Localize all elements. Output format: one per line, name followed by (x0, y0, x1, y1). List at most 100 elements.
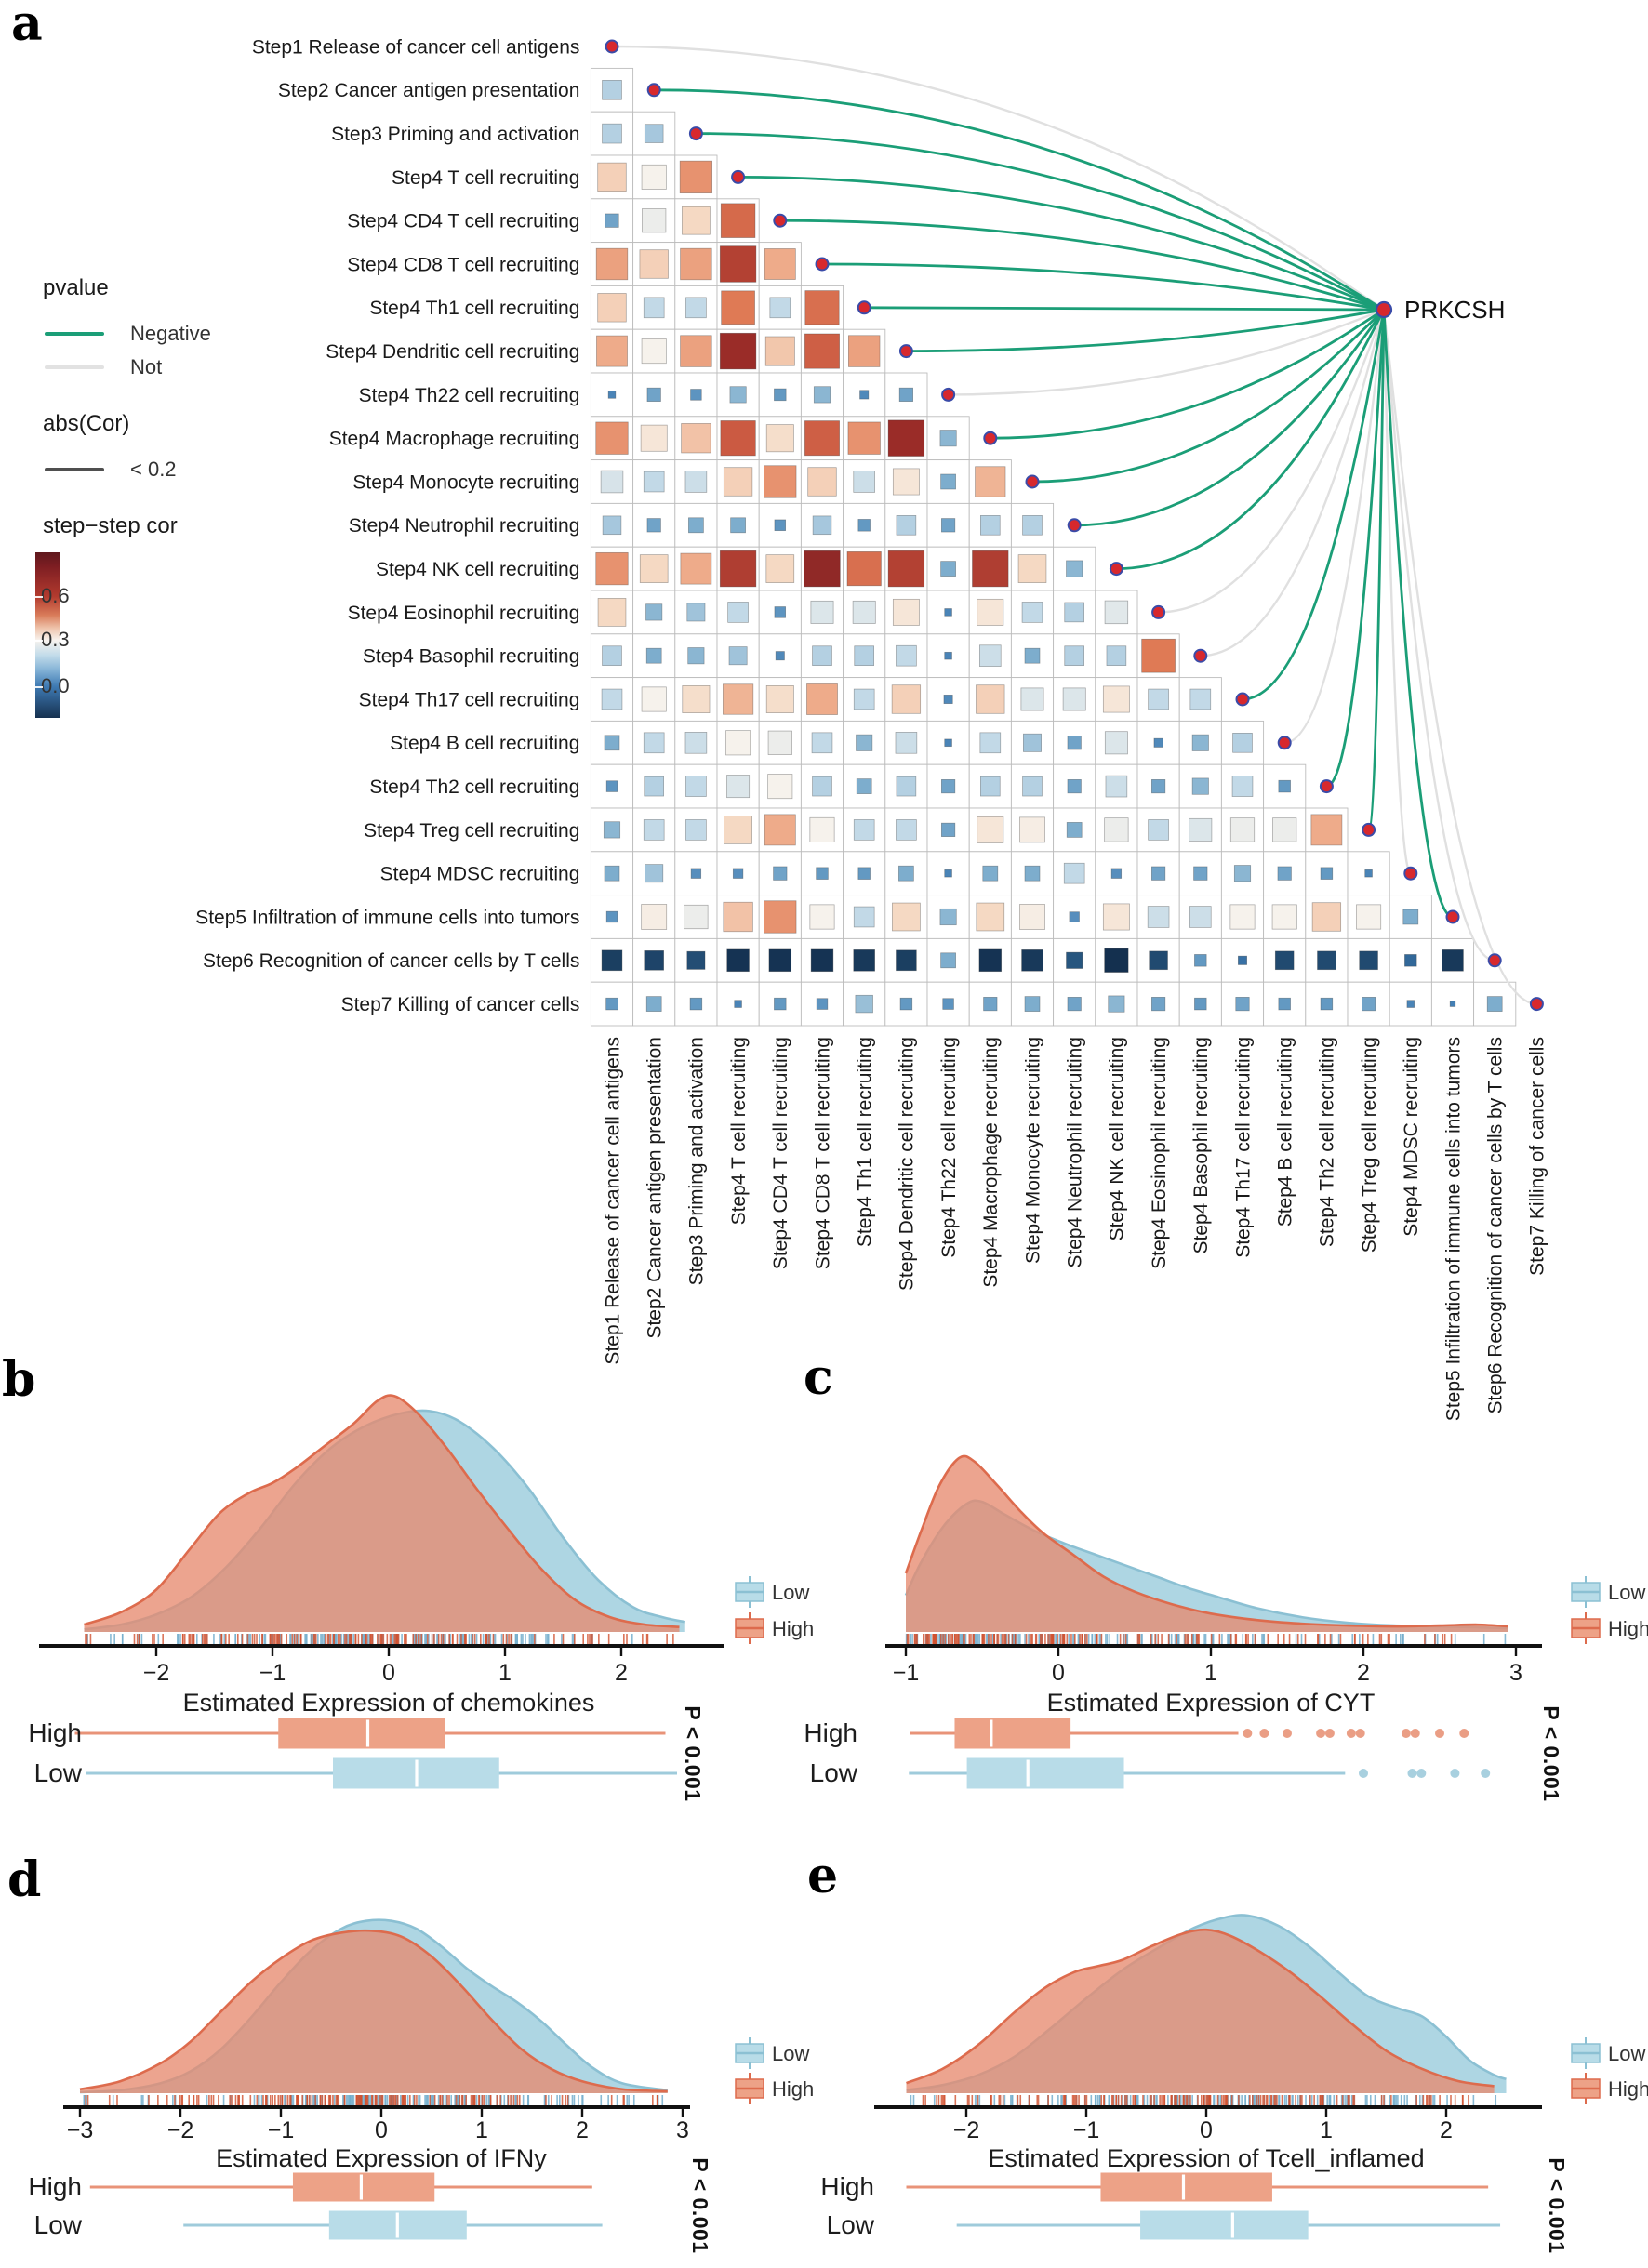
link-curve-not (1158, 309, 1386, 614)
cor-cell (980, 515, 1001, 536)
column-label: Step1 Release of cancer cell antigens (602, 1037, 623, 1365)
box-group-label: Low (34, 2210, 83, 2239)
link-curve-negative (1074, 309, 1386, 527)
high-density-line (79, 1929, 668, 2093)
x-tick-label: 1 (475, 2117, 488, 2143)
box-outlier (1355, 1729, 1365, 1738)
cor-cell (1229, 817, 1256, 842)
cor-cell (977, 598, 1004, 626)
box-high (954, 1718, 1071, 1749)
cor-cell (976, 902, 1005, 932)
cor-cell (1066, 560, 1083, 577)
cor-cell (1320, 997, 1334, 1011)
cor-cell (887, 419, 925, 457)
cor-cell-frame (843, 677, 886, 722)
cor-cell (1278, 997, 1291, 1011)
cor-cell (1141, 638, 1176, 673)
cor-cell (1105, 775, 1128, 798)
cor-cell (1150, 778, 1166, 794)
cor-cell (810, 948, 834, 973)
cor-cell (895, 732, 918, 754)
pvalue-label: P < 0.001 (681, 1705, 705, 1801)
step-dot (815, 257, 830, 272)
x-tick-label: 0 (1052, 1660, 1065, 1686)
row-label: Step4 CD4 T cell recruiting (347, 211, 579, 232)
column-label: Step4 Th22 cell recruiting (938, 1037, 960, 1258)
cor-cell (898, 865, 914, 882)
cor-cell (1148, 688, 1169, 710)
cor-cell (940, 473, 956, 490)
cor-cell (595, 247, 629, 281)
column-label: Step4 NK cell recruiting (1107, 1037, 1128, 1240)
cor-cell (639, 554, 669, 583)
link-curve-not (1200, 309, 1386, 657)
cor-cell (1067, 996, 1082, 1012)
cor-cell (1189, 906, 1212, 928)
step-dot (1362, 822, 1376, 837)
cor-cell (848, 335, 881, 367)
cor-cell (1019, 904, 1045, 930)
cor-cell (812, 515, 832, 536)
cor-cell (602, 645, 622, 666)
column-label: Step3 Priming and activation (686, 1037, 708, 1285)
colorbar-tick-mark (35, 640, 43, 643)
step-dot (1193, 648, 1208, 663)
high-density-area (906, 1930, 1495, 2093)
cor-cell (857, 867, 871, 880)
cor-cell (686, 950, 706, 970)
cor-cell (1104, 731, 1128, 755)
step-dot (1487, 953, 1502, 968)
density-boxplot-panel-cyt: −1 0 1 2 3 Estimated Expression of CYT Low High… (804, 1454, 1648, 1802)
cor-cell (720, 203, 756, 238)
colorbar-tick-0.6: 0.6 (41, 584, 70, 608)
cor-cell (1149, 950, 1168, 971)
step-dot (1235, 692, 1250, 707)
legend-label-high: High (772, 2077, 814, 2101)
cor-cell (644, 950, 664, 971)
cor-cell (854, 645, 874, 666)
cor-cell (1317, 950, 1336, 971)
row-label: Step4 NK cell recruiting (376, 559, 579, 580)
link-curve-negative (906, 308, 1385, 352)
box-group-label: Low (34, 1758, 83, 1787)
cor-cell (1064, 645, 1084, 666)
box-group-label: Low (810, 1758, 858, 1787)
cor-cell (1231, 776, 1254, 797)
cor-cell (1148, 819, 1169, 841)
cor-cell (1110, 868, 1123, 879)
cor-cell (804, 290, 840, 325)
cor-cell (1022, 515, 1043, 536)
link-curve-negative (1325, 309, 1386, 788)
cor-cell (767, 730, 792, 755)
cor-cell (764, 814, 796, 846)
cor-cell (682, 685, 711, 713)
cor-cell (940, 518, 956, 533)
density-boxplot-panel-ifny: −3 −2 −1 0 1 2 3 Estimated Expression of IFNy Lo… (28, 1918, 814, 2254)
box-high (278, 1718, 445, 1749)
row-label: Step4 Macrophage recruiting (329, 429, 580, 450)
pvalue-label: P < 0.001 (688, 2157, 712, 2253)
panel-a-letter: a (11, 0, 43, 52)
cor-cell (639, 249, 669, 279)
abscor-item-label: < 0.2 (130, 458, 177, 481)
cor-cell (1449, 1001, 1456, 1007)
x-tick-label: 0 (382, 1660, 395, 1686)
cor-cell (724, 816, 752, 844)
cor-cell (940, 778, 956, 794)
row-label: Step2 Cancer antigen presentation (278, 80, 580, 101)
colorbar-tick-0.3: 0.3 (41, 628, 70, 652)
link-curve-negative (1382, 309, 1454, 919)
cor-cell (605, 997, 618, 1011)
cor-cell (774, 606, 787, 618)
cor-cell (1153, 737, 1163, 748)
cor-cell (1067, 778, 1082, 794)
column-label: Step4 Dendritic cell recruiting (897, 1037, 918, 1291)
cor-cell (972, 550, 1009, 588)
box-high (1100, 2172, 1272, 2202)
column-label: Step6 Recognition of cancer cells by T c… (1485, 1037, 1507, 1413)
cor-cell (645, 603, 663, 621)
cor-cell (979, 644, 1002, 667)
row-label: Step5 Infiltration of immune cells into … (195, 907, 579, 928)
cor-cell (1102, 685, 1130, 713)
cor-cell (978, 948, 1003, 973)
